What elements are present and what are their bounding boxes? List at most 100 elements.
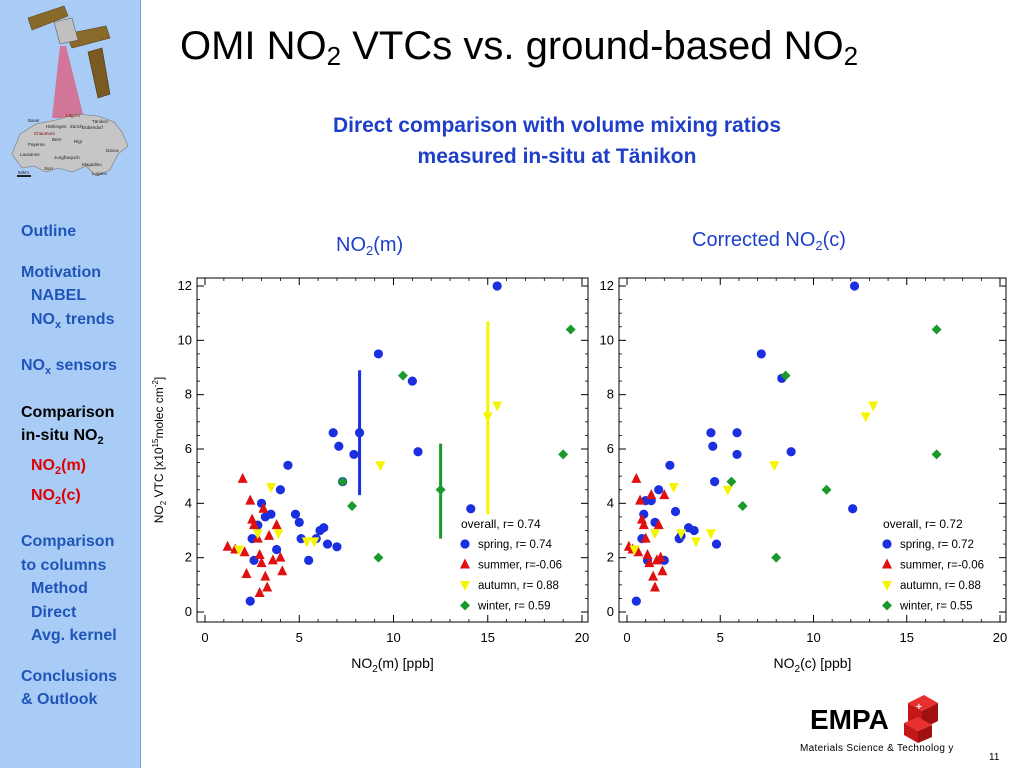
data-point-spring — [290, 509, 301, 519]
sidebar: Lägern Tänikon Basel Dübendorf Härkingen… — [0, 0, 141, 768]
data-point-winter — [726, 476, 737, 487]
data-point-summer — [642, 548, 653, 559]
x-tick-label: 20 — [575, 630, 589, 645]
nav-item[interactable]: & Outlook — [21, 691, 98, 709]
data-point-summer — [256, 557, 267, 568]
nav-item[interactable]: Outline — [21, 223, 77, 240]
nav-item[interactable]: to columns — [21, 556, 107, 574]
data-point-summer — [262, 581, 273, 592]
data-point-summer — [245, 494, 256, 505]
data-point-spring — [266, 509, 276, 519]
x-tick-label: 10 — [806, 630, 820, 645]
data-point-summer — [648, 570, 659, 581]
map-label: Tänikon — [92, 119, 109, 124]
map-label: Dübendorf — [82, 125, 104, 130]
data-point-summer — [649, 581, 660, 592]
y-tick-label: 8 — [185, 387, 192, 402]
outline-nav: Outline Motivation NABEL NOx trends NOx sens… — [21, 220, 139, 712]
data-point-autumn — [691, 537, 702, 548]
chart-left-title: NO2(m) — [336, 234, 404, 258]
data-point-autumn — [375, 461, 386, 472]
data-point-spring — [466, 504, 476, 514]
nav-item[interactable]: NABEL — [31, 287, 87, 304]
data-point-spring — [710, 477, 720, 487]
slide-title: OMI NO2 VTCs vs. ground-based NO2 — [180, 24, 859, 71]
legend-marker-autumn — [882, 581, 892, 591]
data-point-spring — [492, 281, 502, 291]
data-point-autumn — [705, 529, 716, 540]
data-point-spring — [665, 460, 675, 470]
legend-label-autumn: autumn, r= 0.88 — [478, 580, 559, 592]
y-tick-label: 0 — [607, 604, 614, 619]
nav-item[interactable]: in-situ NO2 — [21, 427, 104, 448]
nav-item[interactable]: Avg. kernel — [31, 627, 117, 645]
satellite-icon — [27, 5, 111, 99]
data-point-spring — [275, 485, 285, 495]
data-point-winter — [435, 484, 446, 495]
legend-label-autumn: autumn, r= 0.88 — [900, 580, 981, 592]
legend-title: overall, r= 0.74 — [461, 517, 541, 531]
subtitle-line-1: Direct comparison with volume mixing rat… — [332, 114, 782, 137]
data-point-winter — [397, 370, 408, 381]
data-point-autumn — [301, 537, 312, 548]
x-axis-label: NO2(m) [ppb] — [351, 655, 434, 675]
data-point-summer — [635, 494, 646, 505]
data-point-spring — [689, 525, 699, 536]
y-tick-label: 10 — [178, 332, 192, 347]
data-point-summer — [653, 519, 664, 530]
data-point-autumn — [265, 483, 276, 494]
data-point-autumn — [722, 485, 733, 496]
data-point-summer — [277, 565, 288, 576]
map-label: Rigi — [74, 139, 82, 144]
y-tick-label: 6 — [607, 441, 614, 456]
data-point-summer — [239, 546, 250, 557]
x-axis-label: NO2(c) [ppb] — [774, 655, 852, 675]
map-label: Chaumont — [34, 131, 56, 136]
data-point-autumn — [868, 401, 879, 412]
subtitle-line-2: measured in-situ at Tänikon — [417, 145, 697, 168]
y-tick-label: 4 — [607, 495, 614, 510]
nav-item[interactable]: Method — [31, 580, 88, 598]
empa-cube-icon: + — [904, 695, 938, 743]
legend-marker-summer — [882, 558, 892, 569]
legend-marker-winter — [460, 600, 470, 611]
nav-item[interactable]: NOx trends — [31, 310, 115, 331]
map-scale-label: 50km — [18, 170, 29, 175]
data-point-summer — [247, 513, 258, 524]
data-point-spring — [322, 539, 333, 549]
data-point-autumn — [273, 529, 284, 540]
data-point-winter — [821, 484, 832, 495]
legend-marker-summer — [460, 558, 470, 569]
data-point-summer — [222, 540, 233, 551]
map-label: Lägern — [66, 113, 81, 118]
nav-item[interactable]: Conclusions — [21, 667, 118, 685]
data-point-winter — [565, 324, 576, 335]
data-point-summer — [633, 546, 644, 557]
data-point-spring — [407, 376, 417, 386]
data-point-spring — [245, 596, 255, 606]
y-tick-label: 6 — [185, 441, 192, 456]
data-point-spring — [786, 447, 796, 457]
nav-item[interactable]: Comparison — [21, 533, 115, 551]
y-axis-label: NO2 VTC [x1015molec cm-2] — [151, 377, 168, 524]
nav-item[interactable]: Motivation — [21, 263, 101, 281]
data-point-summer — [254, 586, 265, 597]
data-point-summer — [638, 519, 649, 530]
legend-label-winter: winter, r= 0.59 — [477, 601, 551, 613]
map-label: Davos — [106, 148, 120, 153]
map-label: Sion — [44, 166, 54, 171]
data-point-summer — [258, 502, 269, 513]
y-tick-label: 8 — [607, 387, 614, 402]
data-point-spring — [354, 428, 365, 438]
legend-title: overall, r= 0.72 — [883, 517, 963, 531]
nav-item[interactable]: NO2(m) — [31, 457, 87, 478]
nav-item[interactable]: Comparison — [21, 403, 115, 421]
y-tick-label: 10 — [600, 332, 614, 347]
y-tick-label: 4 — [185, 495, 192, 510]
nav-item[interactable]: Direct — [31, 603, 77, 621]
satellite-map-illustration: Lägern Tänikon Basel Dübendorf Härkingen… — [11, 5, 129, 177]
nav-item[interactable]: NO2(c) — [31, 486, 81, 507]
data-point-spring — [708, 441, 718, 451]
y-tick-label: 2 — [185, 550, 192, 565]
nav-item[interactable]: NOx sensors — [21, 357, 117, 378]
